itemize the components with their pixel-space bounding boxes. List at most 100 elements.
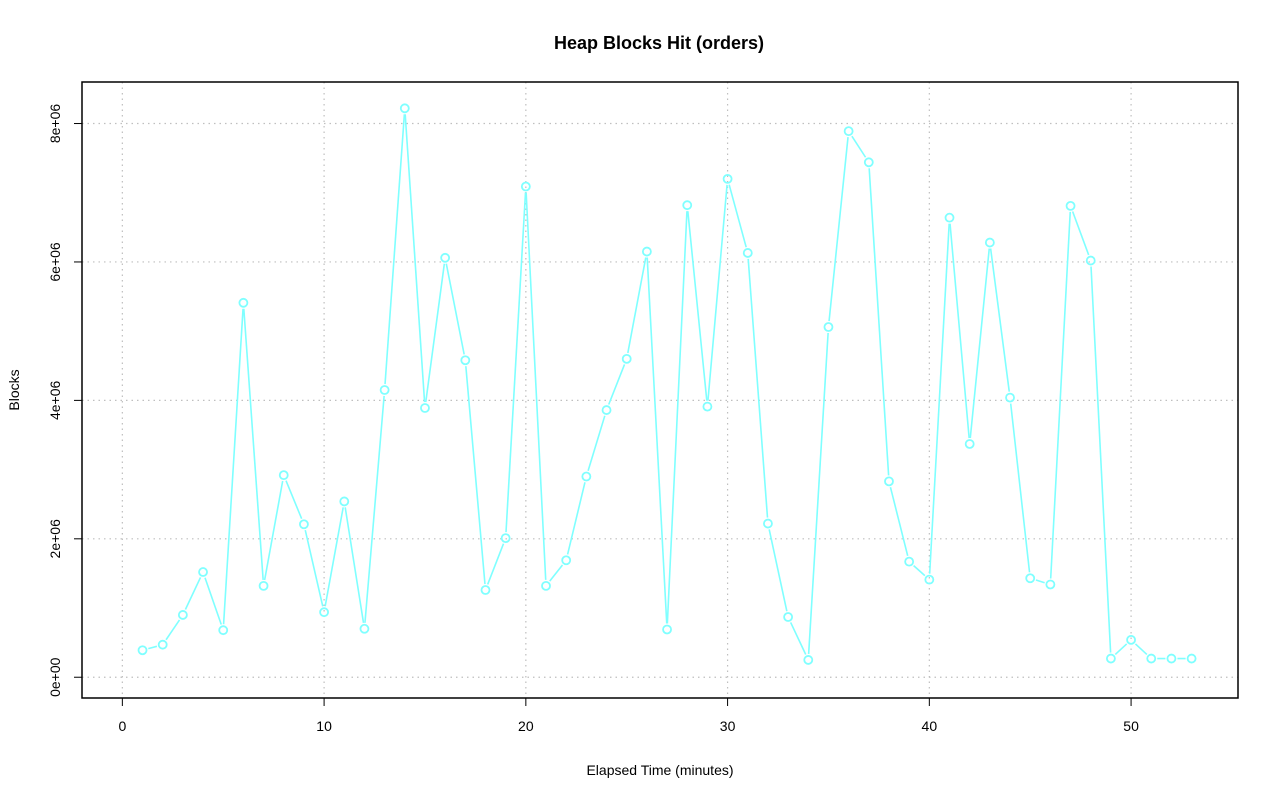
data-point — [964, 439, 975, 449]
series-line-segment — [549, 564, 564, 582]
grid-lines — [82, 82, 1238, 698]
series-line-segment — [525, 192, 547, 580]
data-point — [722, 173, 733, 184]
series-line-segment — [828, 137, 849, 322]
data-point — [520, 181, 531, 192]
data-point — [1025, 573, 1036, 584]
series-line-segment — [969, 248, 991, 439]
data-point — [238, 297, 249, 308]
series-line-segment — [505, 192, 527, 533]
series-line-segment — [646, 257, 668, 624]
series-line-segment — [486, 543, 505, 585]
data-point — [198, 567, 208, 577]
series-line-segment — [1114, 643, 1128, 656]
chart-title: Heap Blocks Hit (orders) — [554, 33, 764, 53]
x-tick-label: 50 — [1123, 718, 1139, 734]
data-point — [843, 126, 854, 137]
plot-frame — [81, 81, 1239, 699]
series-line-segment — [344, 507, 365, 623]
series-line-segment — [566, 482, 586, 555]
data-point — [1146, 653, 1157, 664]
data-point — [742, 248, 753, 258]
series-line-segment — [728, 184, 747, 248]
series-line-segment — [285, 480, 303, 520]
series-line-segment — [949, 223, 970, 439]
data-point — [1106, 653, 1116, 664]
series-line-segment — [666, 211, 688, 624]
data-point — [1005, 392, 1015, 403]
data-point — [258, 580, 269, 591]
data-point — [218, 625, 229, 636]
data-point — [480, 585, 491, 595]
series-line-segment — [807, 332, 829, 654]
data-point — [1045, 579, 1056, 590]
data-point — [662, 624, 672, 635]
data-point — [359, 623, 370, 634]
series-line-segment — [384, 114, 406, 385]
data-point — [278, 470, 289, 481]
series-line-segment — [1071, 211, 1090, 256]
series-line-segment — [1035, 579, 1045, 584]
data-point — [682, 200, 693, 211]
x-tick-label: 20 — [518, 718, 534, 734]
series-line-segment — [707, 184, 728, 401]
data-point — [884, 476, 894, 487]
data-point — [984, 237, 995, 248]
series-line-segment — [989, 248, 1011, 392]
y-axis-label: Blocks — [6, 369, 22, 410]
series-line-segment — [913, 565, 926, 577]
series-line-segment — [768, 529, 788, 612]
data-point — [783, 612, 794, 622]
series-line-segment — [404, 114, 426, 403]
series-line-segment — [204, 577, 223, 625]
data-point — [339, 496, 350, 507]
series-line-segment — [928, 223, 950, 574]
series-line-segment — [747, 258, 769, 518]
data-point — [702, 401, 713, 412]
x-tick-label: 40 — [922, 718, 938, 734]
series-line-segment — [789, 622, 807, 655]
data-point — [157, 639, 168, 650]
series-line-segment — [465, 366, 486, 585]
y-tick-label: 4e+06 — [47, 381, 63, 421]
series-line-segment — [687, 211, 708, 401]
x-axis: 0 10 20 30 40 50 — [118, 698, 1139, 734]
series-line-segment — [1009, 403, 1031, 573]
x-axis-label: Elapsed Time (minutes) — [586, 762, 733, 778]
series-line-segment — [587, 415, 606, 472]
series-line-segment — [304, 529, 324, 607]
data-point — [803, 655, 814, 665]
data-point — [904, 556, 915, 567]
data-point — [924, 574, 935, 585]
data-point — [823, 322, 834, 332]
data-point — [561, 555, 572, 566]
data-point — [541, 580, 551, 591]
data-point — [1186, 653, 1197, 664]
data-point — [581, 471, 592, 482]
series-line-segment — [889, 486, 909, 557]
series-line-segment — [627, 257, 647, 354]
series-line-segment — [1134, 643, 1148, 656]
data-point — [944, 212, 955, 223]
data-series — [137, 103, 1197, 665]
series-line-segment — [868, 168, 890, 476]
series-line-segment — [424, 263, 446, 403]
data-point — [1065, 200, 1076, 211]
data-point — [137, 645, 148, 656]
data-point — [601, 405, 612, 415]
series-line-segment — [263, 480, 284, 581]
data-point — [1166, 653, 1177, 664]
data-point — [420, 403, 430, 413]
data-point — [863, 157, 874, 168]
series-line-segment — [222, 308, 244, 625]
y-tick-label: 2e+06 — [47, 519, 63, 559]
data-point — [641, 246, 652, 257]
series-line-segment — [184, 577, 202, 610]
y-tick-label: 0e+00 — [47, 657, 63, 697]
data-point — [299, 519, 309, 530]
x-tick-label: 30 — [720, 718, 736, 734]
series-line-segment — [1090, 266, 1112, 653]
data-point — [440, 252, 451, 263]
data-point — [500, 533, 511, 544]
